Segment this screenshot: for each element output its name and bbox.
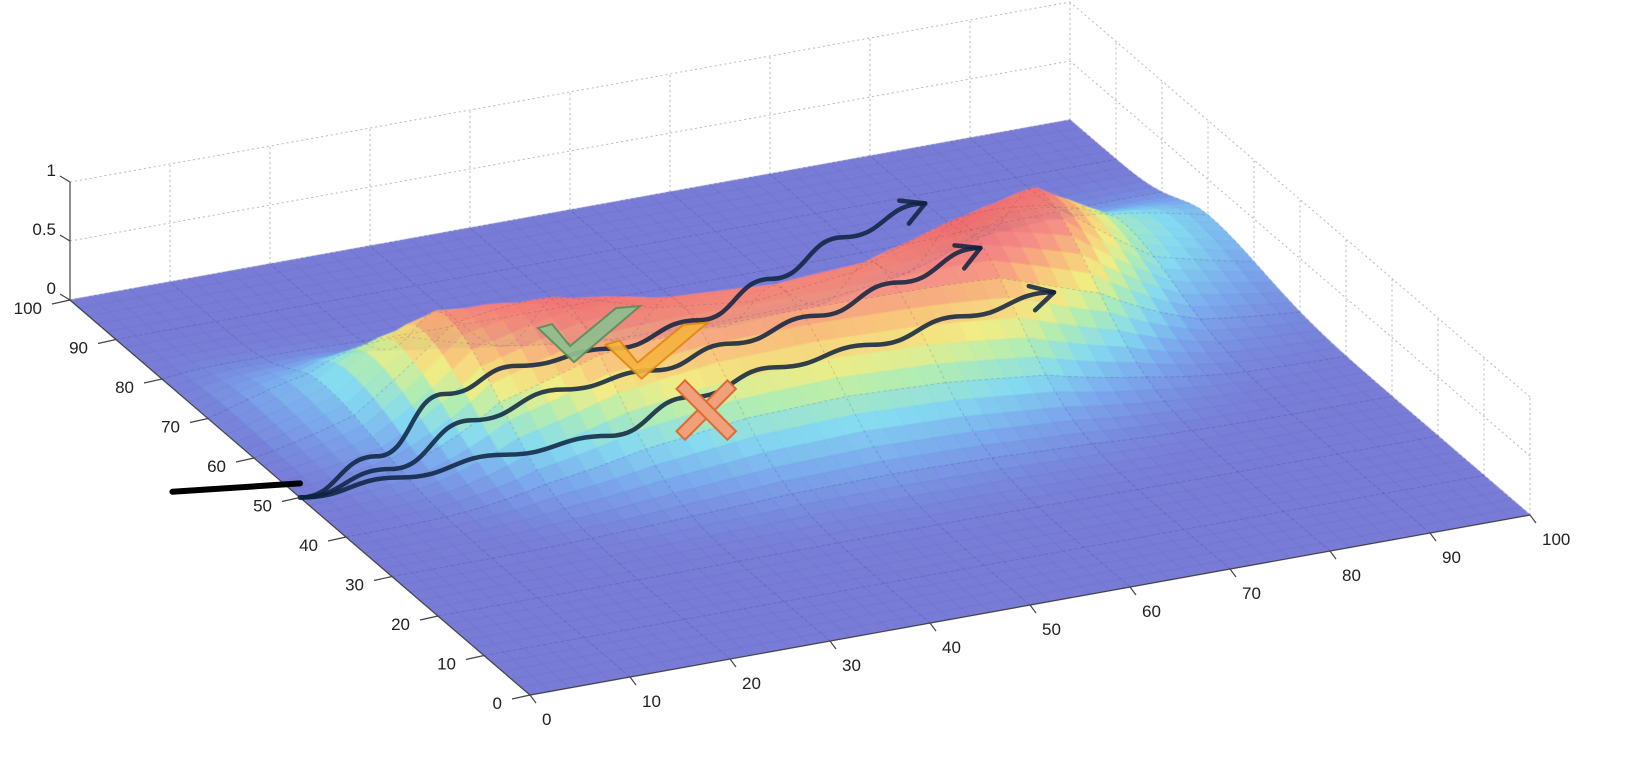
y-tick-label: 100 bbox=[14, 299, 42, 318]
y-tick-mark bbox=[189, 417, 209, 424]
surface-gridline bbox=[369, 245, 831, 642]
y-tick-label: 40 bbox=[299, 536, 318, 555]
x-tick-mark bbox=[929, 622, 937, 632]
y-tick-label: 70 bbox=[161, 418, 180, 437]
y-tick-label: 80 bbox=[115, 378, 134, 397]
y-tick-label: 50 bbox=[253, 497, 272, 516]
tick-labels: 0102030405060708090100010203040506070809… bbox=[14, 161, 1571, 729]
z-tick-mark bbox=[59, 293, 71, 301]
x-tick-label: 60 bbox=[1142, 602, 1161, 621]
surface-gridline bbox=[169, 281, 631, 678]
y-tick-label: 60 bbox=[207, 457, 226, 476]
trajectory-start-stub bbox=[169, 480, 303, 495]
surface-gridline bbox=[569, 209, 1031, 606]
surface-gridline bbox=[869, 155, 1331, 552]
y-tick-label: 10 bbox=[437, 655, 456, 674]
check-mark-icon bbox=[603, 321, 711, 380]
side-wall-gridline bbox=[1069, 60, 1531, 457]
x-tick-mark bbox=[1029, 604, 1037, 614]
y-tick-mark bbox=[327, 536, 347, 542]
x-tick-mark bbox=[1529, 514, 1537, 524]
x-tick-mark bbox=[629, 676, 637, 686]
back-wall-gridline bbox=[69, 1, 1071, 183]
y-tick-label: 30 bbox=[345, 576, 364, 595]
check-mark-icon bbox=[536, 304, 644, 364]
x-tick-mark bbox=[829, 640, 837, 650]
trajectory-arrowhead bbox=[1026, 283, 1057, 313]
z-tick-mark bbox=[59, 175, 71, 183]
surface-gridline bbox=[269, 263, 731, 660]
side-wall-gridline bbox=[1069, 1, 1531, 398]
markers bbox=[536, 304, 738, 442]
y-tick-label: 0 bbox=[493, 694, 502, 713]
y-tick-mark bbox=[143, 378, 163, 384]
x-tick-label: 10 bbox=[642, 692, 661, 711]
y-tick-mark bbox=[97, 338, 117, 345]
y-tick-mark bbox=[235, 457, 255, 463]
y-tick-mark bbox=[419, 615, 439, 621]
surface-gridline bbox=[437, 435, 1439, 617]
x-tick-label: 90 bbox=[1442, 548, 1461, 567]
surface-gridline bbox=[161, 191, 1163, 380]
y-tick-mark bbox=[373, 575, 393, 582]
y-tick-mark bbox=[511, 694, 531, 700]
surface-gridline bbox=[669, 191, 1131, 588]
x-tick-label: 0 bbox=[542, 710, 551, 729]
surface-gridline bbox=[115, 158, 1117, 340]
trajectory-line bbox=[297, 245, 983, 500]
surface-gridline bbox=[253, 204, 1255, 459]
x-tick-label: 30 bbox=[842, 656, 861, 675]
back-wall-gridline bbox=[69, 60, 1071, 242]
x-tick-label: 100 bbox=[1542, 530, 1570, 549]
surface-mesh bbox=[69, 119, 1531, 696]
cross-mark-bar bbox=[675, 378, 738, 442]
x-tick-mark bbox=[529, 694, 537, 704]
x-tick-mark bbox=[729, 658, 737, 668]
surface-gridline bbox=[391, 395, 1393, 577]
x-tick-mark bbox=[1329, 550, 1337, 560]
surface-gridline bbox=[69, 119, 1071, 301]
y-tick-mark bbox=[51, 299, 71, 305]
y-tick-label: 90 bbox=[69, 339, 88, 358]
z-tick-label: 0.5 bbox=[32, 220, 56, 239]
z-tick-label: 1 bbox=[47, 161, 56, 180]
trajectory-arrowhead bbox=[952, 243, 983, 271]
x-tick-label: 40 bbox=[942, 638, 961, 657]
cross-mark-icon bbox=[675, 378, 738, 442]
z-tick-mark bbox=[59, 234, 71, 242]
surface-gridline bbox=[483, 475, 1485, 656]
y-tick-mark bbox=[281, 496, 301, 503]
x-tick-label: 70 bbox=[1242, 584, 1261, 603]
y-tick-label: 20 bbox=[391, 615, 410, 634]
surface-gridline bbox=[969, 137, 1431, 534]
surface-gridline bbox=[345, 355, 1347, 538]
z-tick-label: 0 bbox=[47, 279, 56, 298]
x-tick-label: 80 bbox=[1342, 566, 1361, 585]
surface-gridline bbox=[1069, 119, 1531, 516]
trajectory-arrowhead bbox=[897, 198, 928, 226]
x-tick-mark bbox=[1229, 568, 1237, 578]
surface-gridline bbox=[299, 277, 1301, 498]
surface-gridline bbox=[207, 206, 1209, 419]
x-tick-mark bbox=[1429, 532, 1437, 542]
x-tick-label: 20 bbox=[742, 674, 761, 693]
x-tick-label: 50 bbox=[1042, 620, 1061, 639]
y-tick-mark bbox=[465, 654, 485, 661]
x-tick-mark bbox=[1129, 586, 1137, 596]
